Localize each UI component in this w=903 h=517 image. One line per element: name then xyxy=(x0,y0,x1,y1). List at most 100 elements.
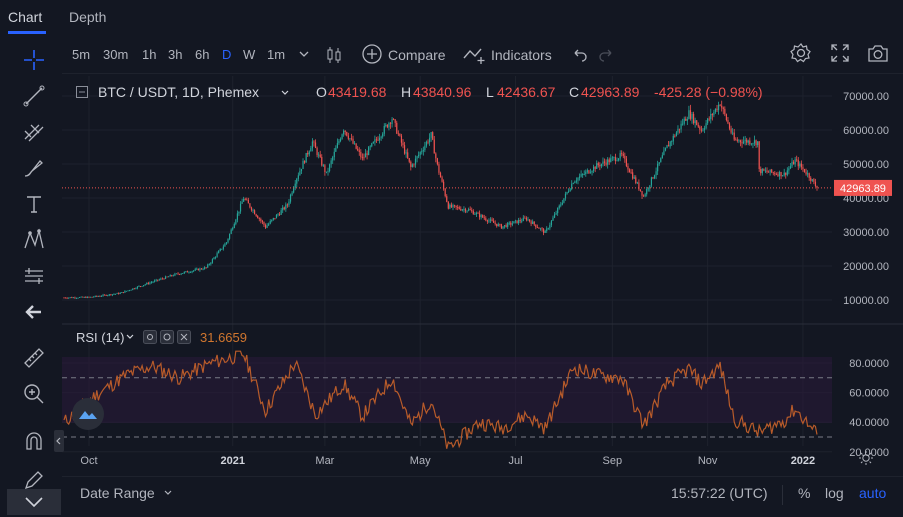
fib-tool[interactable] xyxy=(18,116,50,148)
candle-body xyxy=(724,108,726,115)
chart-type-button[interactable] xyxy=(324,44,344,69)
last-price-label: 42963.89 xyxy=(840,183,886,195)
candle-body xyxy=(632,172,634,179)
percent-scale-toggle[interactable]: % xyxy=(798,485,811,501)
magnet-tool[interactable] xyxy=(18,426,50,458)
high-label: H xyxy=(401,84,412,100)
candle-body xyxy=(207,264,209,268)
collapse-legend-button[interactable] xyxy=(76,85,88,101)
trend-line-tool[interactable] xyxy=(18,80,50,112)
chevron-down-icon[interactable] xyxy=(125,332,135,342)
timeframe-5m[interactable]: 5m xyxy=(72,47,91,62)
candle-body xyxy=(764,170,767,172)
candle-body xyxy=(450,204,453,208)
candle-body xyxy=(571,183,573,190)
tab-chart[interactable]: Chart xyxy=(8,9,43,25)
candle-body xyxy=(105,294,107,296)
settings-button[interactable] xyxy=(790,42,812,67)
compare-label: Compare xyxy=(388,47,446,63)
candle-body xyxy=(174,273,176,276)
crosshair-tool[interactable] xyxy=(18,44,50,76)
more-tools-button[interactable] xyxy=(7,489,61,515)
date-range-button[interactable]: Date Range xyxy=(80,485,173,501)
candle-body xyxy=(463,209,465,210)
tab-depth[interactable]: Depth xyxy=(69,9,107,25)
candle-body xyxy=(453,205,456,206)
top-toolbar: 5m 30m 1h 3h 6h D W 1m Compare Indicator… xyxy=(62,36,903,74)
candle-body xyxy=(696,120,698,126)
candle-body xyxy=(336,143,338,148)
candle-body xyxy=(243,198,245,202)
toolbar-collapse-handle[interactable] xyxy=(54,430,64,452)
candle-body xyxy=(730,128,732,133)
candle-body xyxy=(449,204,451,209)
auto-scale-toggle[interactable]: auto xyxy=(859,485,887,501)
candle-body xyxy=(538,227,540,229)
timeframe-1h[interactable]: 1h xyxy=(142,47,157,62)
log-scale-toggle[interactable]: log xyxy=(825,485,844,501)
undo-button[interactable] xyxy=(570,45,588,66)
candle-body xyxy=(72,297,74,299)
measure-projection-tool[interactable] xyxy=(18,260,50,292)
candle-body xyxy=(294,183,296,188)
redo-button[interactable] xyxy=(598,45,616,66)
candle-body xyxy=(508,222,510,224)
ruler-tool[interactable] xyxy=(18,342,50,374)
candle-body xyxy=(694,120,696,124)
timeframe-1m[interactable]: 1m xyxy=(267,47,286,62)
candle-body xyxy=(83,296,85,298)
symbol-label[interactable]: BTC / USDT, 1D, Phemex xyxy=(98,84,260,100)
candle-body xyxy=(197,268,199,271)
candle-body xyxy=(361,157,363,159)
logo-badge[interactable] xyxy=(72,398,104,430)
timeframe-d[interactable]: D xyxy=(222,47,232,62)
candle-body xyxy=(705,123,707,129)
minus-square-icon xyxy=(76,86,88,98)
price-chart[interactable]: 70000.00 60000.00 50000.00 40000.00 30000.00… xyxy=(62,76,903,476)
timeframe-3h[interactable]: 3h xyxy=(168,47,183,62)
candle-body xyxy=(225,242,228,244)
candle-body xyxy=(191,271,193,273)
timeframe-6h[interactable]: 6h xyxy=(195,47,210,62)
symbol-dropdown[interactable] xyxy=(280,85,290,101)
brush-tool[interactable] xyxy=(18,152,50,184)
candle-body xyxy=(272,217,274,220)
timeframe-dropdown[interactable] xyxy=(298,47,310,64)
pattern-tool[interactable] xyxy=(18,224,50,256)
close-icon[interactable] xyxy=(177,330,191,344)
timeframe-30m[interactable]: 30m xyxy=(103,47,129,62)
candle-body xyxy=(558,205,560,208)
candle-body xyxy=(286,204,289,206)
candle-body xyxy=(136,286,139,289)
fullscreen-button[interactable] xyxy=(830,43,850,66)
candle-body xyxy=(760,169,762,174)
candle-body xyxy=(211,259,214,263)
screenshot-button[interactable] xyxy=(866,42,890,67)
candle-body xyxy=(769,169,771,173)
text-tool[interactable] xyxy=(18,188,50,220)
chart-area[interactable]: 70000.00 60000.00 50000.00 40000.00 30000.00… xyxy=(54,76,903,476)
indicators-button[interactable]: Indicators xyxy=(462,43,552,65)
candle-body xyxy=(75,297,78,299)
hide-toolbar-arrow[interactable] xyxy=(18,296,50,328)
compare-button[interactable]: Compare xyxy=(361,43,446,65)
lock-drawings-tool[interactable] xyxy=(18,464,50,496)
candle-body xyxy=(68,297,70,299)
gear-icon[interactable] xyxy=(160,330,174,344)
eye-icon[interactable] xyxy=(143,330,157,344)
candle-body xyxy=(353,143,356,145)
logo-icon xyxy=(79,411,97,419)
candle-body xyxy=(483,217,485,219)
candle-body xyxy=(722,107,724,109)
candle-body xyxy=(127,290,129,292)
date-range-label: Date Range xyxy=(80,485,155,501)
time-tick-label: Jul xyxy=(508,455,522,467)
candle-body xyxy=(491,219,493,221)
rsi-label[interactable]: RSI (14) xyxy=(76,330,125,345)
timezone-clock[interactable]: 15:57:22 (UTC) xyxy=(671,485,768,501)
timeframe-w[interactable]: W xyxy=(243,47,256,62)
zoom-tool[interactable] xyxy=(18,378,50,410)
candle-body xyxy=(147,282,149,284)
time-tick-label: Sep xyxy=(603,455,623,467)
time-axis-settings[interactable] xyxy=(858,450,874,469)
